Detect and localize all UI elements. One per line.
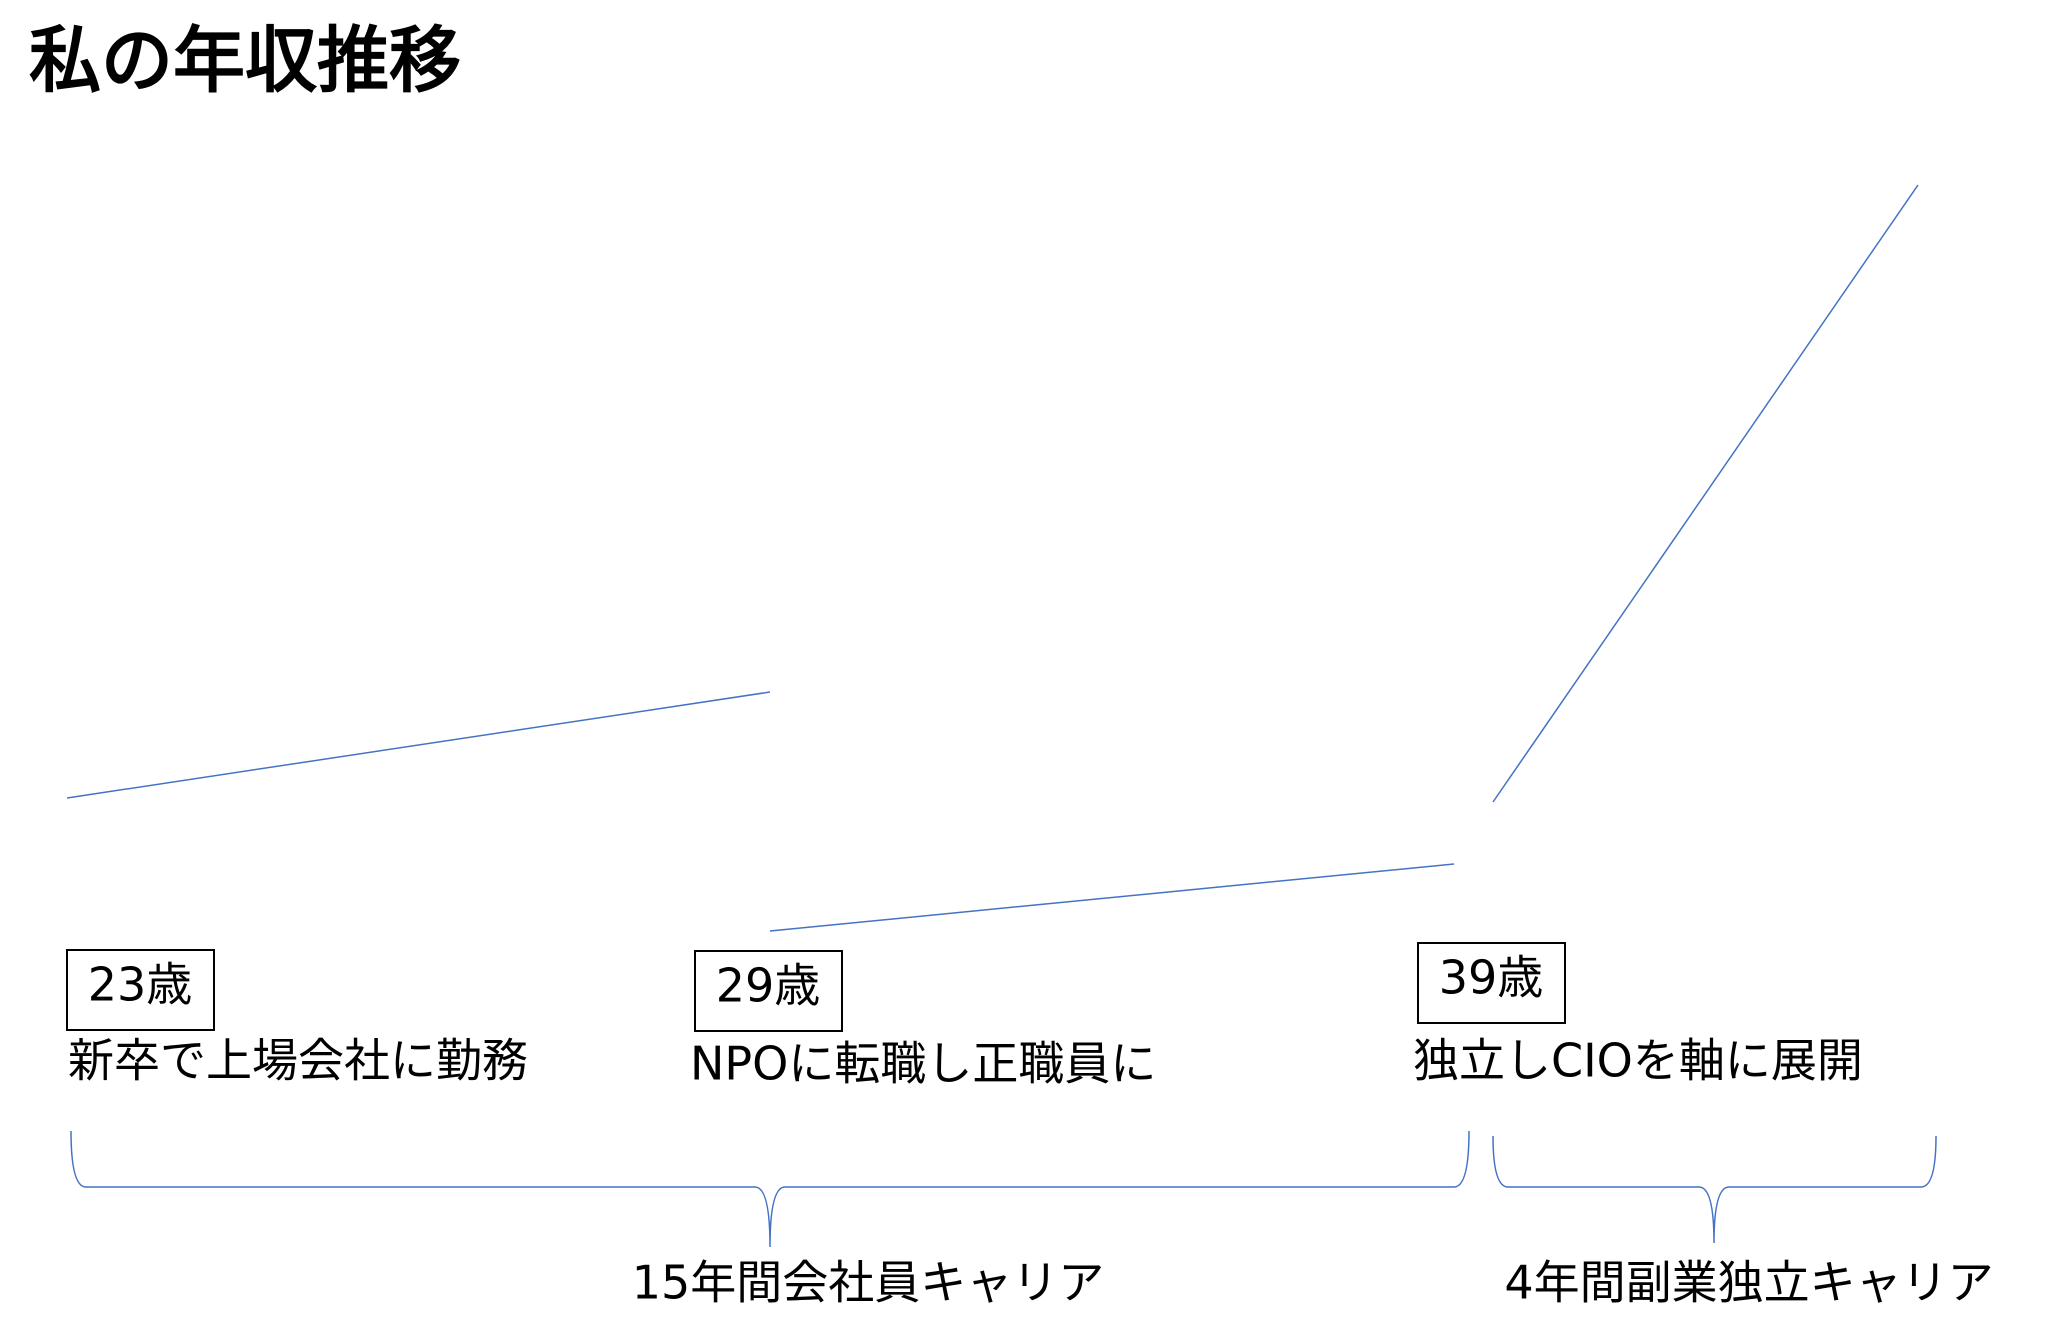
milestone-description: 新卒で上場会社に勤務 [68,1034,528,1088]
trend-line [769,863,1455,932]
milestone-description: 独立しCIOを軸に展開 [1413,1034,1863,1088]
age-label: 23歳 [88,958,193,1012]
milestone-description: NPOに転職し正職員に [690,1037,1156,1091]
age-box [1417,942,1566,1024]
trend-line [66,691,771,799]
title: 私の年収推移 [29,19,461,103]
brace [70,1130,1470,1248]
brace [1492,1135,1937,1244]
trend-line [1492,184,1919,803]
age-box [66,949,215,1031]
age-label: 29歳 [716,959,821,1013]
span-label: 15年間会社員キャリア [632,1256,1105,1310]
age-box [694,950,843,1032]
age-label: 39歳 [1439,951,1544,1005]
span-label: 4年間副業独立キャリア [1504,1256,1993,1310]
